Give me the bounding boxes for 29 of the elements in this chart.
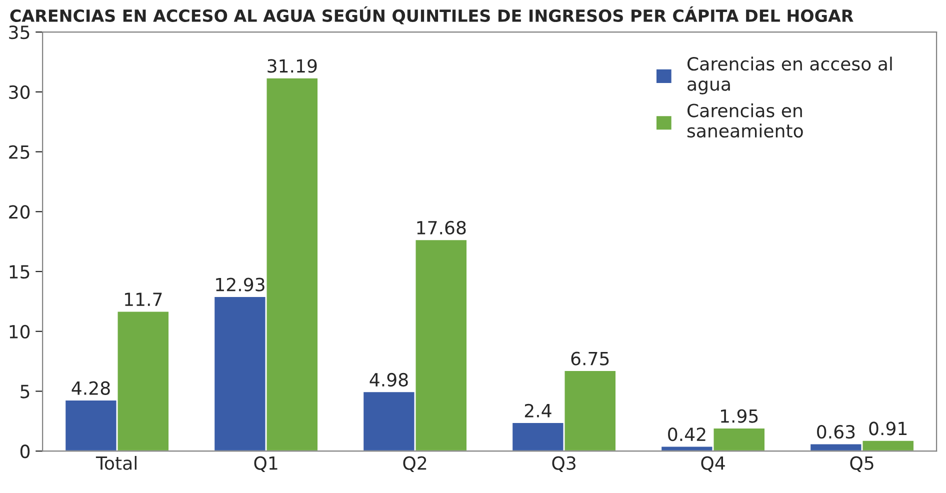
data-label: 11.7 [125, 292, 162, 306]
y-tick-label: 30 [9, 85, 30, 100]
data-label: 0.63 [817, 425, 855, 439]
data-label: 12.93 [216, 278, 264, 292]
x-tick-label: Q4 [701, 456, 725, 472]
data-label: 4.98 [370, 372, 408, 387]
data-label: 0.42 [668, 428, 706, 442]
y-tick-label: 0 [20, 444, 30, 458]
y-tick-label: 5 [20, 384, 30, 398]
y-tick-label: 20 [9, 205, 30, 219]
legend-label: Carencias en saneamiento [687, 103, 803, 138]
data-label: 31.19 [268, 59, 317, 73]
x-tick-label: Q3 [552, 456, 576, 472]
data-label: 17.68 [417, 220, 466, 235]
x-tick-label: Q1 [254, 456, 278, 472]
x-tick-label: Q5 [850, 456, 874, 472]
data-label: 1.95 [721, 409, 758, 423]
legend-label: Carencias en acceso al agua [687, 56, 892, 94]
data-label: 2.4 [524, 404, 552, 418]
y-tick-label: 15 [10, 265, 30, 279]
data-label: 0.91 [869, 422, 907, 436]
data-label: 4.28 [72, 381, 110, 395]
y-tick-label: 10 [10, 324, 30, 338]
x-tick-label: Q2 [403, 456, 426, 472]
x-tick-label: Total [96, 456, 136, 470]
data-label: 6.75 [571, 352, 609, 366]
y-tick-label: 35 [9, 26, 30, 40]
y-tick-label: 25 [9, 145, 30, 159]
chart-title: CARENCIAS EN ACCESO AL AGUA SEGÚN QUINTILES DE INGRESOS PER CÁPITA DEL HOGAR [10, 6, 854, 24]
